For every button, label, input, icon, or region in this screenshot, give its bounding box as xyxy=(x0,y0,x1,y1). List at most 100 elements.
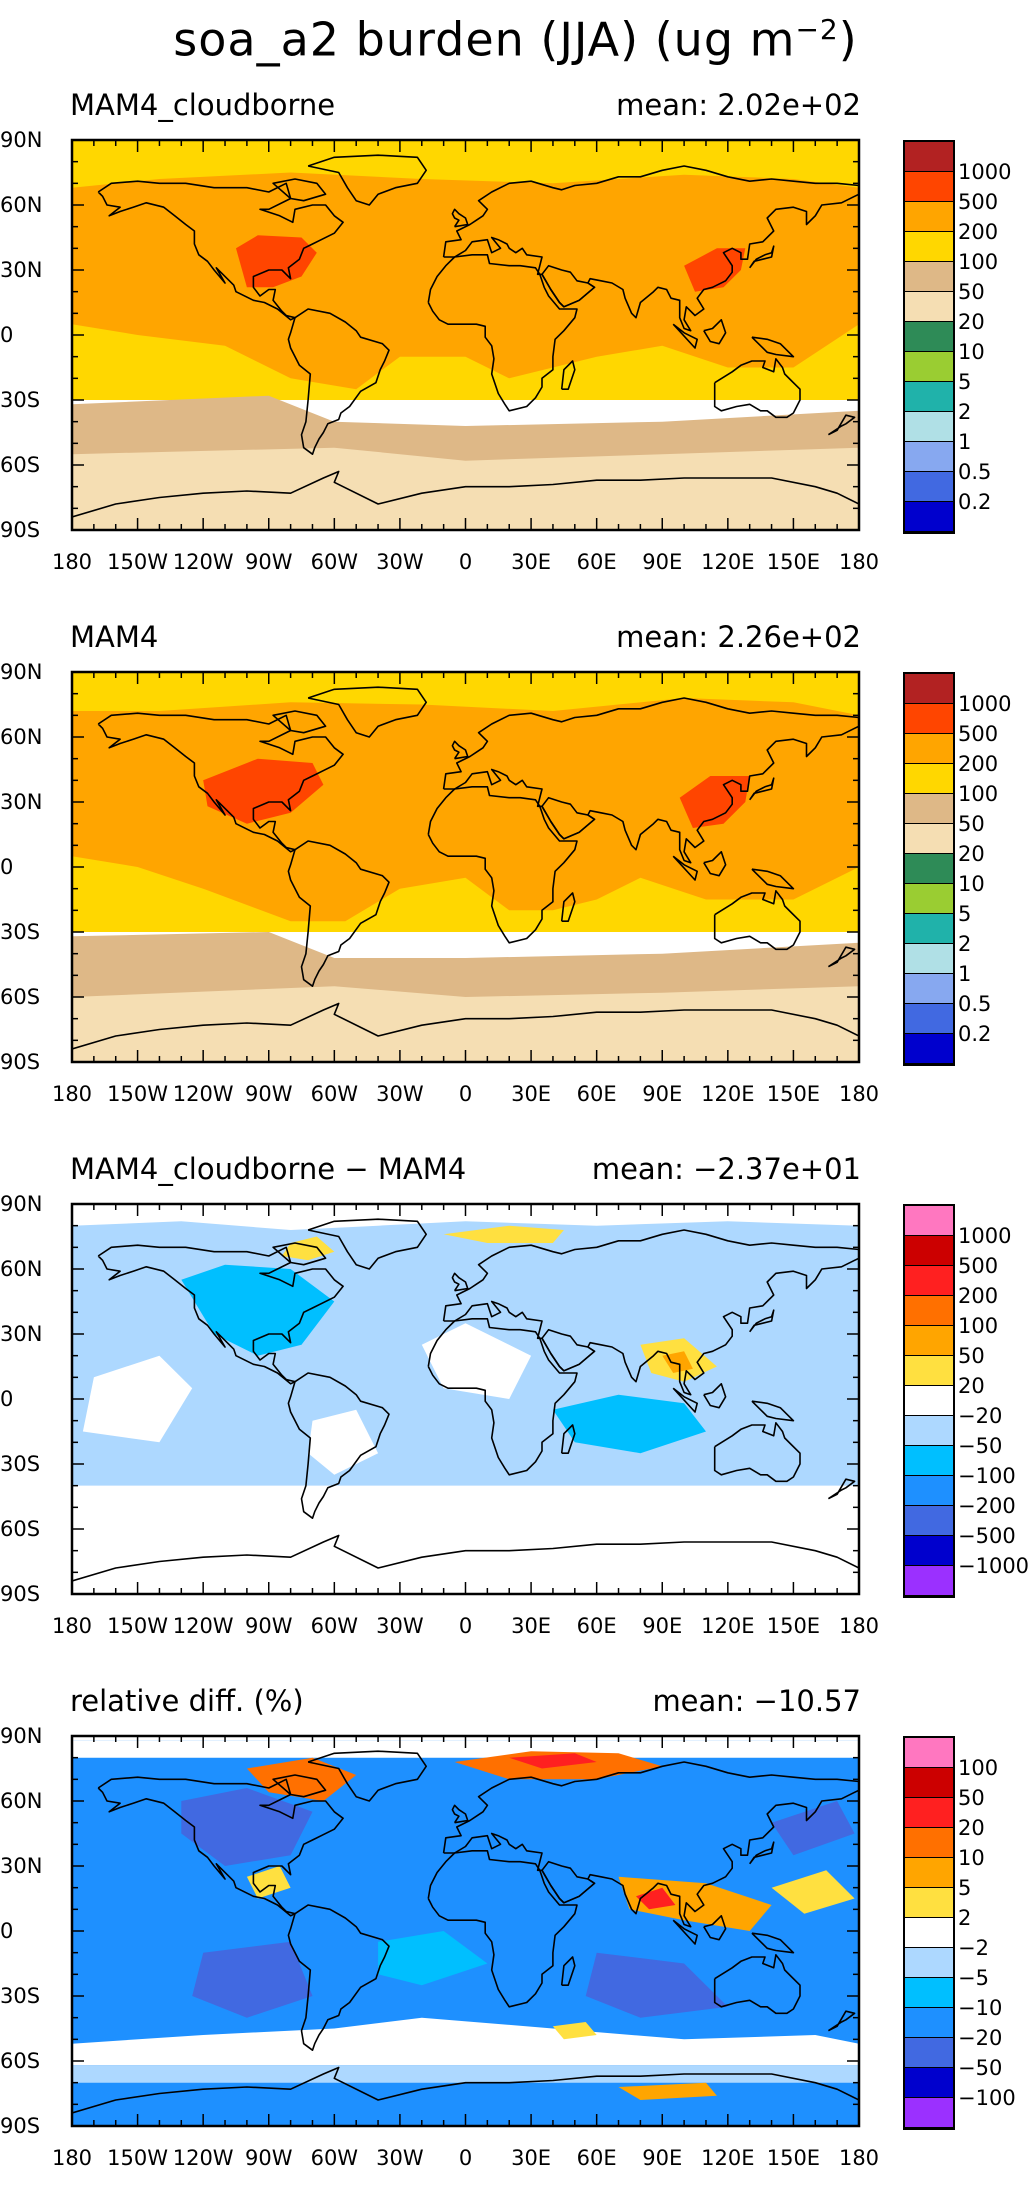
colorbar-label: −50 xyxy=(958,2056,1003,2080)
lon-tick-label: 0 xyxy=(458,1082,473,1106)
coastline-arabia-cut xyxy=(541,264,596,308)
contour-region xyxy=(378,1931,488,1986)
lon-tick-label: 0 xyxy=(458,550,473,574)
lat-tick-label: 30S xyxy=(0,388,41,412)
colorbar-swatch xyxy=(905,704,953,734)
colorbar-label: 10 xyxy=(958,1846,985,1870)
coastline-arabia-cut xyxy=(541,796,596,840)
contour-region xyxy=(72,172,859,390)
colorbar-label: 100 xyxy=(958,782,999,806)
coastline-south-america xyxy=(287,1372,390,1520)
colorbar-label: 50 xyxy=(958,1344,985,1368)
lon-tick-label: 30E xyxy=(511,1082,552,1106)
panel-mean-label: mean: −10.57 xyxy=(652,1684,861,1718)
panel-title: MAM4 xyxy=(70,620,159,654)
lat-tick-label: 60S xyxy=(0,985,41,1009)
colorbar-swatch xyxy=(905,914,953,944)
coastline-new-zealand xyxy=(827,946,856,968)
lon-tick-label: 150E xyxy=(766,2146,821,2170)
lon-tick-label: 90E xyxy=(642,550,683,574)
colorbar-label: 1000 xyxy=(958,692,1012,716)
lon-tick-label: 60W xyxy=(310,1082,359,1106)
contour-region xyxy=(181,1264,335,1356)
colorbar-swatch xyxy=(905,944,953,974)
lon-tick-label: 30W xyxy=(376,1082,424,1106)
coastline-africa xyxy=(427,254,578,412)
contour-region xyxy=(192,1941,313,2018)
panel-title: relative diff. (%) xyxy=(70,1684,304,1718)
coastline-africa xyxy=(427,786,578,944)
colorbar-swatch xyxy=(905,502,953,532)
colorbar-swatch xyxy=(905,1768,953,1798)
lon-tick-label: 150W xyxy=(107,2146,168,2170)
lat-tick-label: 0 xyxy=(0,1387,14,1411)
coastline-north-america xyxy=(97,1244,344,1385)
contour-region xyxy=(509,1753,597,1769)
lat-tick-label: 30S xyxy=(0,1452,41,1476)
lon-tick-label: 150E xyxy=(766,550,821,574)
colorbar-swatch xyxy=(905,292,953,322)
lat-tick-label: 90N xyxy=(0,128,43,152)
colorbar-swatch xyxy=(905,2068,953,2098)
coastline-africa xyxy=(427,1318,578,1476)
colorbar-label: 1 xyxy=(958,430,972,454)
coastline-greenland xyxy=(307,686,428,738)
colorbar-swatch xyxy=(905,1888,953,1918)
coastline-australia xyxy=(713,357,801,419)
colorbar-swatch xyxy=(905,142,953,172)
coastline-antarctica xyxy=(72,470,859,518)
lon-tick-label: 0 xyxy=(458,2146,473,2170)
coastline-south-america xyxy=(287,1904,390,2052)
lon-tick-label: 150W xyxy=(107,550,168,574)
figure-title-exponent: −2 xyxy=(795,13,839,46)
contour-region xyxy=(552,2022,597,2040)
colorbar-swatch xyxy=(905,202,953,232)
colorbar-swatch xyxy=(905,322,953,352)
panel-title: MAM4_cloudborne − MAM4 xyxy=(70,1152,467,1186)
coastline-indonesia xyxy=(672,1919,699,1945)
lat-tick-label: 60S xyxy=(0,453,41,477)
lat-tick-label: 60N xyxy=(0,193,43,217)
colorbar-label: −20 xyxy=(958,2026,1003,2050)
colorbar-swatch xyxy=(905,1206,953,1236)
lat-tick-label: 30N xyxy=(0,258,43,282)
map-panel-2: MAM4 mean: 2.26e+02 90N 60N 30N 0 30S 60S 90S 180… xyxy=(0,617,1031,1137)
contour-region xyxy=(236,235,317,288)
coastline-new-zealand xyxy=(827,2010,856,2032)
coastline-indonesia xyxy=(672,323,699,349)
coastline-new-zealand xyxy=(827,414,856,436)
lat-tick-label: 90N xyxy=(0,1724,43,1748)
coastline-south-america xyxy=(287,840,390,988)
contour-region xyxy=(203,758,324,824)
lon-tick-label: 60E xyxy=(576,550,617,574)
colorbar-label: −2 xyxy=(958,1936,989,1960)
colorbar-swatch xyxy=(905,854,953,884)
coastline-greenland xyxy=(307,1750,428,1802)
colorbar-label: 2 xyxy=(958,932,972,956)
lon-tick-label: 150E xyxy=(766,1614,821,1638)
lat-tick-label: 60S xyxy=(0,2049,41,2073)
colorbar-label: 200 xyxy=(958,1284,999,1308)
colorbar-label: 20 xyxy=(958,1816,985,1840)
lon-tick-label: 120E xyxy=(701,1614,755,1638)
coastline-south-america xyxy=(287,308,390,456)
lon-tick-label: 60E xyxy=(576,1614,617,1638)
coastline-new-guinea xyxy=(751,868,795,890)
coastline-antarctica xyxy=(72,1534,859,1582)
coastline-japan xyxy=(749,1309,775,1333)
colorbar-label: −10 xyxy=(958,1996,1003,2020)
coastline-indonesia xyxy=(672,855,699,881)
map-panel-4: relative diff. (%) mean: −10.57 90N 60N 30N 0… xyxy=(0,1681,1031,2201)
colorbar-swatch xyxy=(905,412,953,442)
lon-tick-label: 150E xyxy=(766,1082,821,1106)
coastline-antarctica xyxy=(72,1002,859,1050)
lon-tick-label: 180 xyxy=(51,2146,93,2170)
coastline-japan xyxy=(749,1841,775,1865)
lon-tick-label: 60E xyxy=(576,1082,617,1106)
lat-tick-label: 30N xyxy=(0,1322,43,1346)
colorbar-swatch xyxy=(905,382,953,412)
coastline-north-america xyxy=(97,712,344,853)
lon-tick-label: 90E xyxy=(642,2146,683,2170)
colorbar-label: 50 xyxy=(958,280,985,304)
coastline-madagascar xyxy=(560,360,576,391)
